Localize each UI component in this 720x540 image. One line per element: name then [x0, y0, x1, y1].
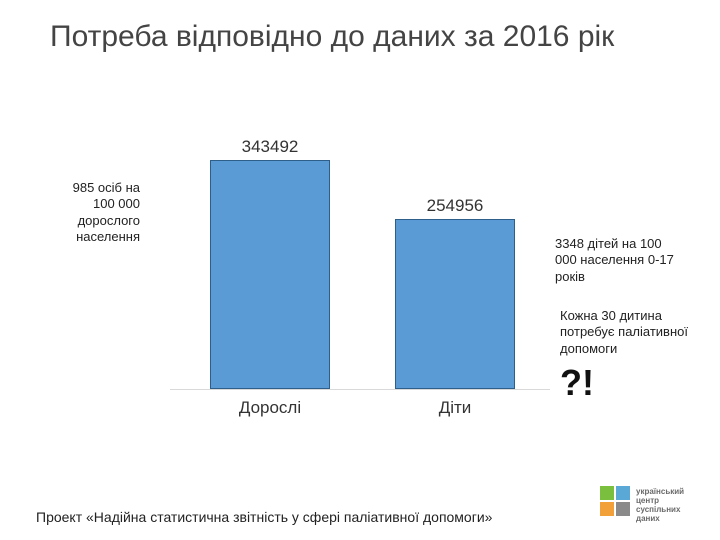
slide: Потреба відповідно до даних за 2016 рік …: [0, 0, 720, 540]
page-title: Потреба відповідно до даних за 2016 рік: [50, 18, 650, 56]
annotation-right-1: 3348 дітей на 100 000 населення 0-17 рок…: [555, 236, 675, 285]
logo-text-1: український: [636, 487, 684, 496]
category-children: Діти: [395, 398, 515, 418]
bar-adults-value: 343492: [210, 137, 330, 157]
category-adults: Дорослі: [210, 398, 330, 418]
logo-text-3: суспільних: [636, 505, 681, 514]
chart-baseline: [170, 389, 550, 390]
annotation-right-2: Кожна 30 дитина потребує паліативної доп…: [560, 308, 700, 357]
footer-logo: український центр суспільних даних: [600, 486, 700, 526]
annotation-exclaim: ?!: [560, 362, 594, 404]
bar-children-value: 254956: [395, 196, 515, 216]
bar-chart: 343492 Дорослі 254956 Діти: [170, 150, 550, 390]
bar-children: [395, 219, 515, 389]
logo-text-2: центр: [636, 496, 659, 505]
footer-text: Проект «Надійна статистична звітність у …: [36, 508, 536, 526]
logo-icon: український центр суспільних даних: [600, 486, 700, 526]
chart-area: 985 осіб на 100 000 дорослого населення …: [0, 150, 720, 430]
annotation-left: 985 осіб на 100 000 дорослого населення: [50, 180, 140, 245]
bar-adults: [210, 160, 330, 389]
logo-text-4: даних: [636, 514, 660, 523]
